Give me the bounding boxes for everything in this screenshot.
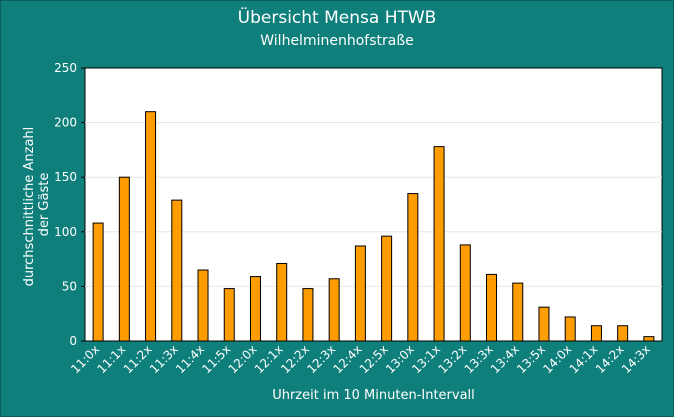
bar-12-0x	[249, 276, 261, 342]
x-tick-label: 12:5x	[357, 342, 391, 376]
chart-title: Übersicht Mensa HTWB	[237, 8, 437, 28]
x-tick-label: 13:2x	[435, 342, 469, 376]
y-tick-label: 50	[62, 279, 77, 293]
x-tick-label: 11:3x	[147, 342, 181, 376]
x-tick-label: 13:3x	[462, 342, 496, 376]
bar-14-0x	[564, 316, 576, 342]
bar-11-4x	[197, 269, 209, 342]
bar-12-5x	[381, 235, 393, 342]
y-tick-label: 250	[54, 61, 77, 75]
bar-14-2x	[617, 325, 629, 342]
x-tick-label: 12:0x	[226, 342, 260, 376]
bar-12-4x	[354, 245, 366, 342]
x-tick-label: 13:0x	[383, 342, 417, 376]
bar-12-3x	[328, 278, 340, 342]
x-tick-label: 12:2x	[278, 342, 312, 376]
bar-13-1x	[433, 146, 445, 342]
x-tick-label: 12:4x	[331, 342, 365, 376]
bar-11-2x	[145, 111, 157, 342]
bar-11-3x	[171, 199, 183, 342]
bars	[92, 111, 655, 342]
x-tick-label: 14:1x	[567, 342, 601, 376]
x-tick-label: 14:2x	[593, 342, 627, 376]
x-axis-title: Uhrzeit im 10 Minuten-Intervall	[272, 388, 475, 403]
bar-14-3x	[643, 336, 655, 342]
x-tick-label: 11:2x	[121, 342, 155, 376]
bar-13-0x	[407, 193, 419, 342]
x-tick-label: 13:1x	[409, 342, 443, 376]
y-axis-ticks: 0 50 100 150 200 250	[54, 61, 85, 348]
bar-13-5x	[538, 306, 550, 342]
bar-13-4x	[512, 282, 524, 342]
x-tick-label: 13:5x	[514, 342, 548, 376]
x-tick-label: 13:4x	[488, 342, 522, 376]
bar-11-5x	[223, 288, 235, 342]
bar-12-1x	[276, 262, 288, 342]
bar-11-1x	[118, 176, 130, 342]
x-tick-label: 14:3x	[619, 342, 653, 376]
y-tick-label: 100	[54, 225, 77, 239]
bar-12-2x	[302, 288, 314, 342]
bar-13-2x	[459, 244, 471, 342]
y-axis-title-line-1: durchschnittliche Anzahl	[22, 127, 37, 287]
x-tick-label: 12:3x	[304, 342, 338, 376]
y-tick-label: 200	[54, 116, 77, 130]
x-tick-label: 11:4x	[173, 342, 207, 376]
x-tick-label: 11:5x	[199, 342, 233, 376]
chart-subtitle: Wilhelminenhofstraße	[260, 33, 414, 49]
bar-11-0x	[92, 222, 104, 342]
x-tick-label: 12:1x	[252, 342, 286, 376]
bar-14-1x	[590, 325, 602, 342]
y-axis-title-line-2: der Gäste	[37, 173, 52, 237]
x-axis-ticks: 11:0x11:1x11:2x11:3x11:4x11:5x12:0x12:1x…	[68, 342, 653, 376]
x-tick-label: 14:0x	[540, 342, 574, 376]
y-axis-title: durchschnittliche Anzahl der Gäste	[22, 123, 52, 287]
y-tick-label: 0	[69, 334, 77, 348]
y-tick-label: 150	[54, 170, 77, 184]
bar-13-3x	[486, 273, 498, 342]
x-tick-label: 11:1x	[94, 342, 128, 376]
